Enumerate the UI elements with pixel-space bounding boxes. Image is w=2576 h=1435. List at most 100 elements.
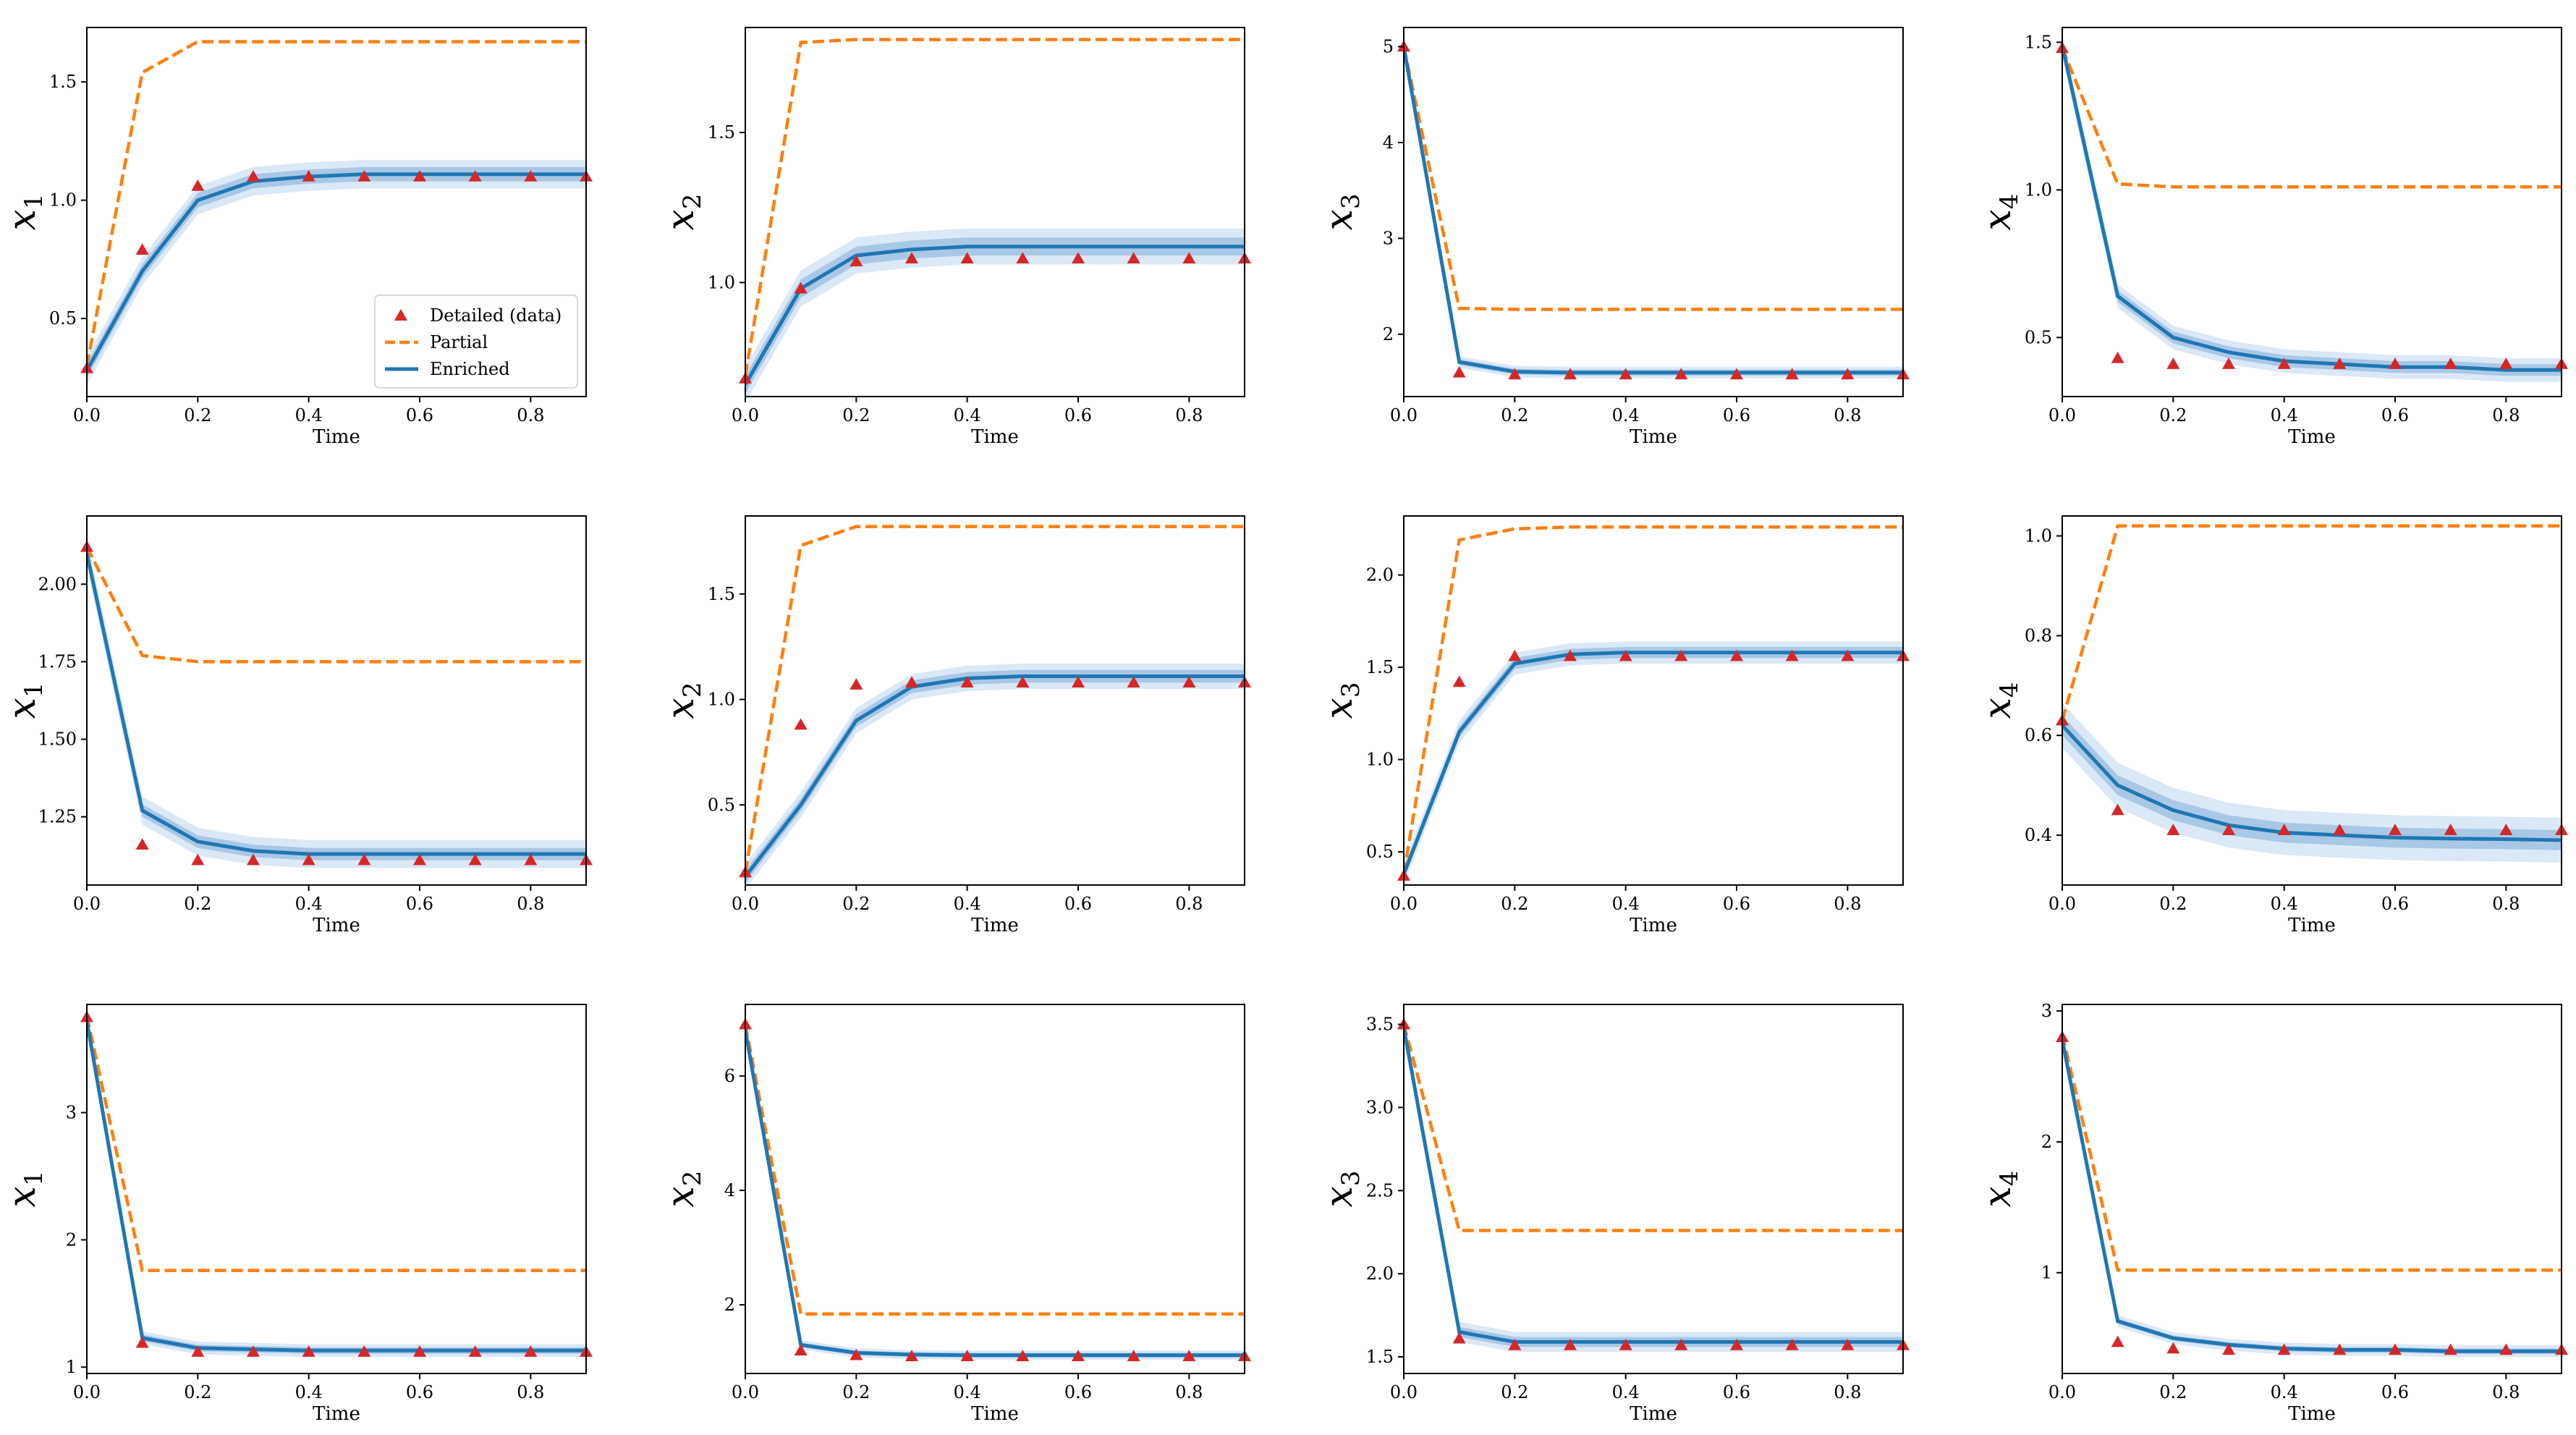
- data-point: [960, 252, 974, 264]
- plot-area: [745, 38, 1245, 397]
- axes-frame: [86, 515, 587, 886]
- x-axis-label: Time: [971, 1403, 1019, 1425]
- y-tick-label: 1.0: [1366, 750, 1394, 770]
- data-point: [2333, 357, 2347, 369]
- plot-area: [1404, 525, 1903, 885]
- data-point: [302, 1345, 315, 1357]
- y-tick-label: 1.5: [1366, 1347, 1394, 1367]
- data-point: [1072, 252, 1085, 264]
- data-point: [468, 853, 482, 865]
- x-tick-label: 0.4: [1612, 1382, 1640, 1402]
- data-point: [2111, 803, 2124, 816]
- y-tick-label: 1: [66, 1357, 77, 1377]
- data-point: [1730, 1338, 1743, 1350]
- data-point: [2166, 824, 2180, 835]
- x-tick-label: 0.6: [1723, 405, 1750, 426]
- y-tick-label: 0.6: [2025, 725, 2052, 745]
- x-tick-label: 0.6: [1064, 894, 1092, 914]
- partial-line: [2062, 1034, 2562, 1272]
- enriched-band-inner: [745, 1028, 1245, 1358]
- y-axis-label-sub: 1: [20, 1171, 48, 1187]
- y-tick-label: 1.5: [1366, 657, 1394, 677]
- data-point: [524, 1345, 538, 1357]
- data-point: [2333, 1343, 2347, 1355]
- x-tick-label: 0.8: [1175, 894, 1203, 914]
- data-point: [905, 252, 918, 264]
- partial-line: [745, 38, 1245, 376]
- data-point: [2277, 1343, 2291, 1355]
- data-point: [2499, 357, 2513, 369]
- y-tick-label: 1.50: [38, 729, 77, 750]
- data-point: [1564, 1338, 1577, 1350]
- y-tick-label: 1: [2041, 1263, 2052, 1283]
- data-point: [247, 169, 260, 182]
- plot-area: [745, 525, 1245, 885]
- y-tick-label: 2.5: [1366, 1180, 1394, 1201]
- y-tick-label: 0.5: [49, 308, 77, 329]
- y-axis-label-sub: 2: [678, 1171, 707, 1187]
- data-point: [905, 676, 918, 687]
- x-axis-label: Time: [971, 426, 1019, 448]
- data-point: [1127, 676, 1140, 687]
- enriched-band-inner: [87, 1017, 586, 1354]
- x-tick-label: 0.0: [1390, 1382, 1418, 1402]
- x-tick-label: 0.0: [1390, 405, 1418, 426]
- x-tick-label: 0.6: [1064, 405, 1092, 426]
- y-axis-label-var: x: [1976, 209, 2020, 230]
- x-tick-label: 0.2: [2159, 1382, 2187, 1402]
- legend-data-marker: [394, 309, 407, 321]
- x-tick-label: 0.4: [295, 405, 323, 426]
- data-point: [468, 169, 482, 182]
- x-tick-label: 0.4: [954, 1382, 981, 1402]
- x-tick-label: 0.6: [406, 405, 433, 426]
- partial-line: [2062, 47, 2562, 189]
- y-axis-label: x3: [1318, 682, 1365, 719]
- enriched-line: [87, 1020, 586, 1353]
- subplot-r0-c1: 0.0 0.2 0.4 0.6 0.8 1.0 1.5 Time x2: [659, 27, 1251, 448]
- y-tick-label: 5: [1383, 36, 1394, 56]
- data-point: [2277, 357, 2291, 369]
- x-tick-label: 0.2: [2159, 894, 2187, 914]
- y-axis-label: x4: [1976, 682, 2024, 719]
- y-tick-label: 1.0: [2025, 179, 2052, 200]
- subplot-r0-c3: 0.0 0.2 0.4 0.6 0.8 0.5 1.0 1.5 Time x4: [1976, 27, 2568, 448]
- x-tick-label: 0.8: [1834, 894, 1861, 914]
- y-tick-label: 2.0: [1366, 565, 1394, 585]
- data-point: [2389, 357, 2402, 369]
- enriched-band-outer: [1404, 1017, 1903, 1353]
- x-tick-label: 0.4: [1612, 405, 1640, 426]
- y-axis-label: x3: [1318, 194, 1365, 231]
- data-point: [1841, 368, 1855, 380]
- plot-area: [2062, 524, 2562, 863]
- data-point: [1072, 1350, 1085, 1362]
- x-tick-label: 0.4: [295, 1382, 323, 1402]
- plot-area: [87, 1015, 586, 1358]
- data-point: [524, 169, 538, 182]
- enriched-band-outer: [1404, 641, 1903, 885]
- axes-frame: [745, 1004, 1245, 1374]
- x-tick-label: 0.2: [842, 894, 870, 914]
- x-tick-label: 0.6: [2381, 1382, 2409, 1402]
- enriched-band-inner: [2062, 39, 2562, 376]
- data-point: [1619, 368, 1632, 380]
- legend-data-label: Detailed (data): [430, 305, 562, 326]
- axes-frame: [86, 1004, 587, 1374]
- y-axis-label: x4: [1976, 1171, 2024, 1208]
- data-point: [2111, 1335, 2124, 1347]
- y-tick-label: 2: [2041, 1132, 2052, 1152]
- y-axis-label-sub: 1: [20, 682, 48, 698]
- y-tick-label: 1.5: [708, 584, 735, 604]
- enriched-line: [2062, 724, 2562, 842]
- y-axis-label: x3: [1318, 1171, 1365, 1208]
- data-point: [1182, 1350, 1196, 1362]
- x-tick-label: 0.2: [2159, 405, 2187, 426]
- enriched-line: [2062, 44, 2562, 372]
- x-tick-label: 0.0: [2048, 894, 2076, 914]
- axes-frame: [86, 27, 587, 397]
- enriched-band-inner: [1404, 647, 1903, 880]
- x-tick-label: 0.8: [1834, 1382, 1861, 1402]
- data-point: [357, 1345, 371, 1357]
